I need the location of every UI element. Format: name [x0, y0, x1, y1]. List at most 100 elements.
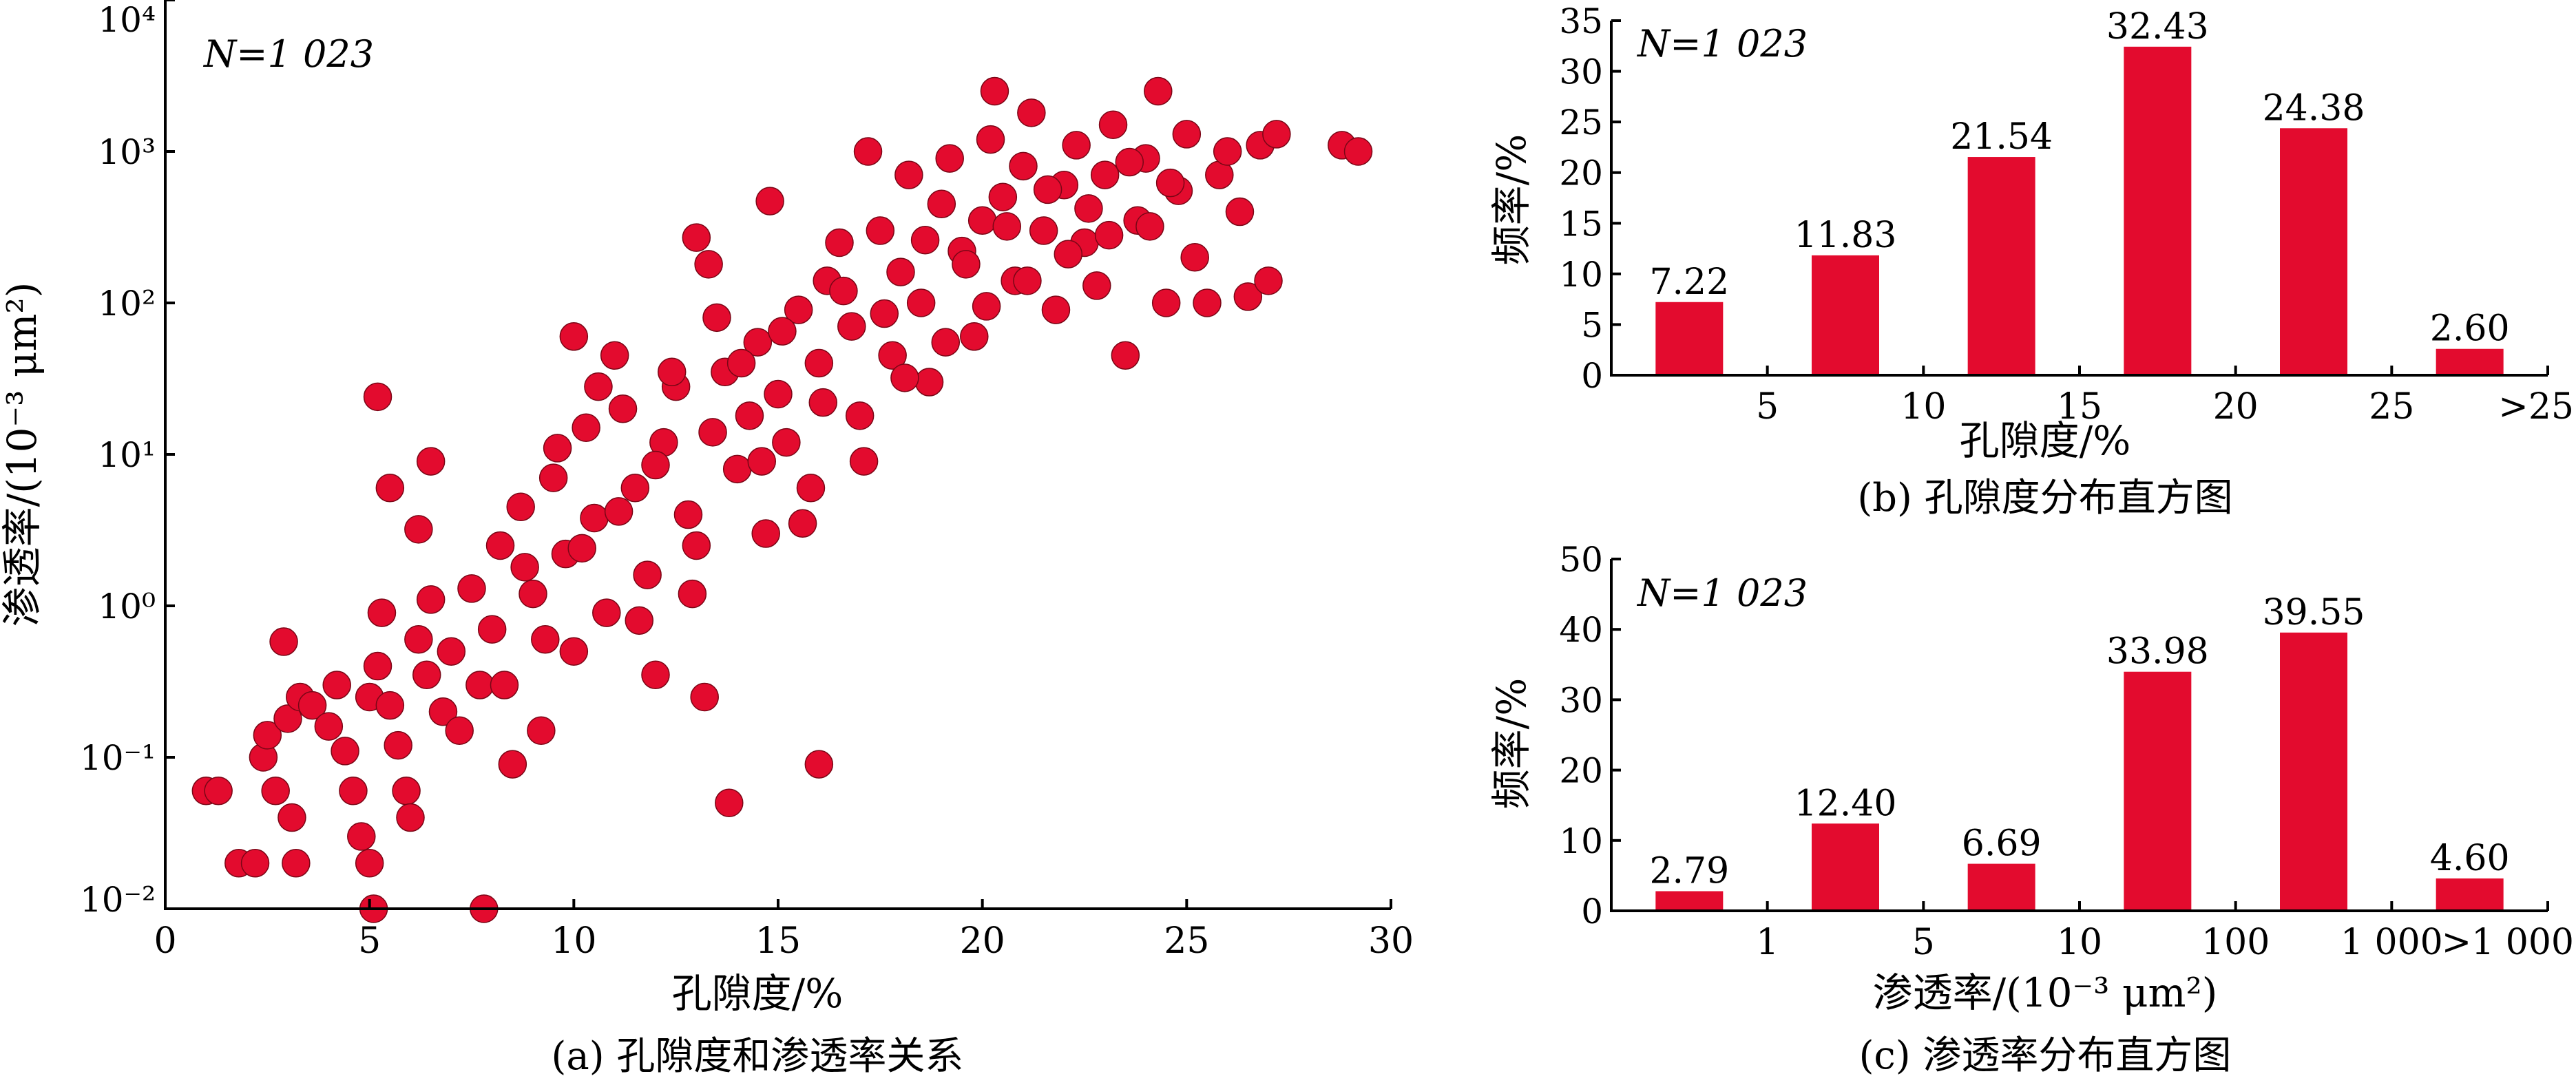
scatter-point — [404, 515, 433, 544]
porosity-bar — [2124, 46, 2192, 376]
scatter-point — [1009, 151, 1038, 181]
scatter-point — [768, 317, 797, 346]
porosity-x-tick-label: 20 — [2213, 386, 2259, 428]
permeability-bar-value: 6.69 — [1962, 823, 2042, 865]
scatter-point — [747, 447, 777, 476]
scatter-point — [1233, 282, 1263, 311]
porosity-y-tick-label: 5 — [1581, 305, 1603, 345]
scatter-point — [878, 341, 907, 370]
porosity-bar-value: 32.43 — [2106, 6, 2209, 48]
scatter-x-tick-label: 0 — [154, 920, 176, 962]
scatter-point — [967, 206, 997, 235]
scatter-point — [772, 428, 801, 457]
scatter-point — [363, 382, 392, 412]
scatter-point — [355, 849, 384, 878]
permeability-x-tick-label: 1 — [1756, 922, 1779, 963]
scatter-point — [347, 822, 376, 851]
scatter-point — [625, 606, 654, 635]
scatter-point — [269, 627, 298, 656]
scatter-point — [584, 372, 613, 401]
scatter-point — [682, 223, 711, 252]
porosity-y-tick-label: 15 — [1559, 204, 1603, 244]
scatter-point — [592, 598, 621, 627]
permeability-y-tick-label: 50 — [1559, 540, 1603, 580]
scatter-point — [751, 519, 780, 548]
scatter-point — [567, 534, 596, 563]
scatter-point — [1135, 212, 1164, 241]
scatter-point — [282, 849, 311, 878]
scatter-point — [278, 803, 306, 832]
scatter-point — [485, 531, 515, 560]
scatter-point — [1193, 288, 1222, 317]
scatter-point — [538, 463, 568, 492]
scatter-point — [866, 216, 895, 245]
scatter-point — [412, 660, 441, 690]
scatter-point — [519, 579, 547, 609]
permeability-bar — [2280, 632, 2347, 911]
scatter-y-tick-label: 10¹ — [98, 435, 156, 475]
scatter-point — [465, 671, 494, 699]
scatter-x-tick-label: 15 — [755, 920, 801, 962]
scatter-point — [988, 182, 1018, 211]
scatter-point — [396, 803, 425, 832]
scatter-point — [992, 212, 1022, 241]
scatter-point — [702, 303, 731, 333]
permeability-x-tick-label: 1 000 — [2341, 922, 2443, 963]
porosity-bar-value: 24.38 — [2263, 87, 2365, 129]
scatter-point — [559, 637, 589, 666]
permeability-bar — [1812, 823, 1879, 911]
permeability-y-tick-label: 10 — [1559, 821, 1603, 861]
scatter-point — [641, 660, 670, 690]
scatter-y-tick-label: 10⁰ — [98, 587, 156, 626]
porosity-y-ticks: 0 5 10 15 20 25 30 35 — [1559, 1, 1621, 396]
porosity-bar-value: 7.22 — [1649, 262, 1729, 303]
permeability-x-ticks: 1 5 10 100 1 000>1 000 — [1756, 901, 2574, 963]
porosity-y-label: 频率/% — [1488, 134, 1535, 266]
scatter-point — [853, 137, 883, 166]
scatter-y-tick-label: 10² — [98, 284, 156, 324]
permeability-x-tick-label: 10 — [2057, 922, 2102, 963]
porosity-y-tick-label: 0 — [1581, 356, 1603, 396]
scatter-point — [1343, 137, 1373, 166]
scatter-y-tick-label: 10⁴ — [98, 0, 156, 40]
permeability-caption: (c) 渗透率分布直方图 — [1859, 1033, 2232, 1078]
scatter-point — [339, 777, 368, 805]
scatter-point — [1090, 160, 1120, 189]
scatter-point — [837, 312, 866, 341]
porosity-y-tick-label: 10 — [1559, 255, 1603, 295]
scatter-point — [698, 418, 727, 447]
scatter-point — [894, 160, 923, 189]
scatter-point — [804, 348, 834, 378]
scatter-y-tick-label: 10⁻¹ — [80, 738, 156, 778]
porosity-bar — [2280, 128, 2347, 375]
porosity-bar-value: 2.60 — [2430, 308, 2510, 350]
scatter-point — [428, 697, 458, 726]
scatter-point — [1180, 243, 1209, 272]
porosity-bar — [1655, 302, 1724, 375]
scatter-point — [1144, 76, 1173, 106]
scatter-point — [726, 348, 756, 378]
scatter-point — [367, 598, 397, 627]
scatter-point — [506, 492, 535, 522]
scatter-point — [314, 712, 344, 741]
scatter-x-tick-label: 5 — [358, 920, 381, 962]
scatter-point — [952, 250, 981, 279]
scatter-point — [673, 500, 703, 529]
scatter-point — [559, 322, 589, 351]
scatter-point — [849, 447, 879, 476]
scatter-point — [297, 691, 327, 720]
scatter-point — [980, 76, 1009, 106]
scatter-point — [1094, 220, 1124, 250]
scatter-point — [641, 450, 670, 480]
permeability-y-ticks: 0 10 20 30 40 50 — [1559, 540, 1621, 931]
scatter-point — [600, 341, 629, 370]
scatter-x-tick-label: 30 — [1368, 920, 1414, 962]
permeability-annotation: N=1 023 — [1636, 571, 1808, 615]
porosity-y-tick-label: 30 — [1559, 52, 1603, 92]
scatter-point — [743, 328, 773, 357]
porosity-bar — [1812, 255, 1879, 375]
scatter-point — [416, 585, 446, 614]
scatter-point — [886, 257, 915, 286]
scatter-point — [715, 788, 744, 817]
